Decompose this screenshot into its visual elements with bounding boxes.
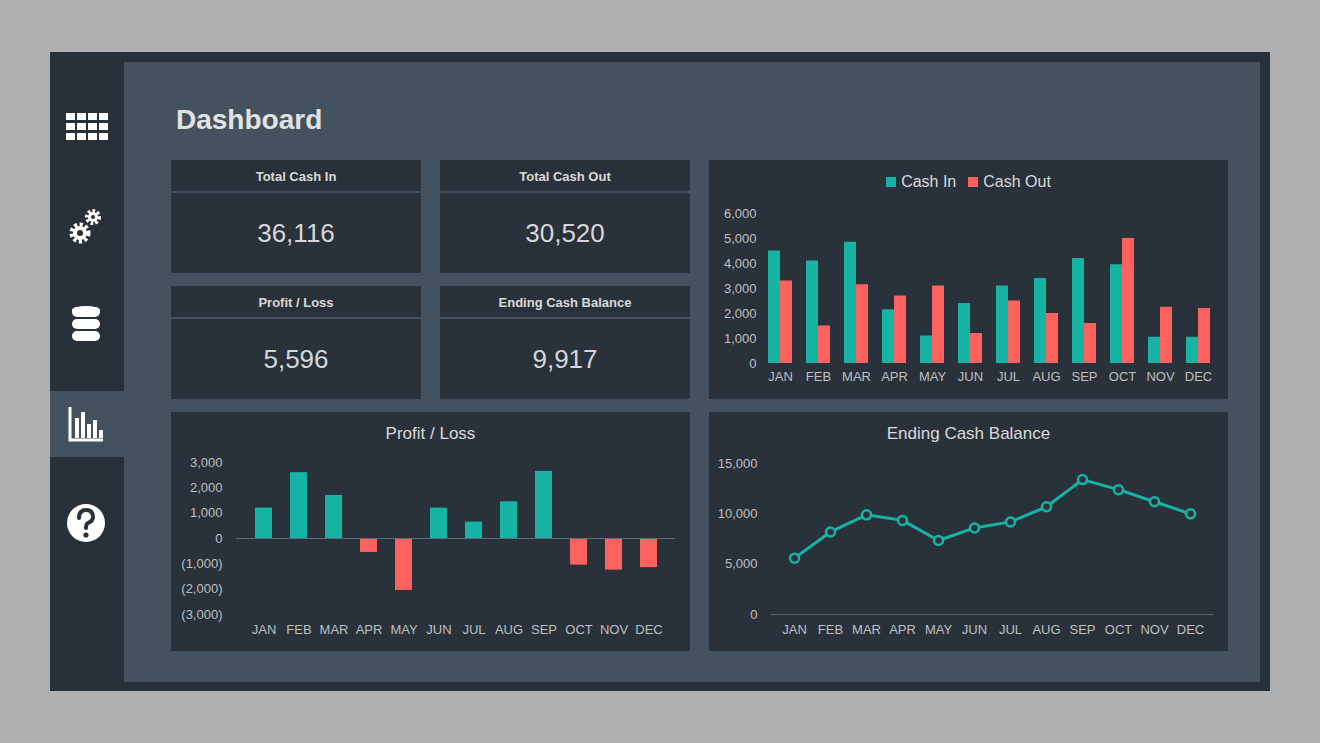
svg-text:MAR: MAR xyxy=(852,622,881,637)
svg-text:JAN: JAN xyxy=(252,622,277,637)
svg-text:OCT: OCT xyxy=(1109,369,1137,384)
html-text:36,116: 36,116 xyxy=(257,218,335,248)
svg-text:10,000: 10,000 xyxy=(718,506,758,521)
svg-text:MAY: MAY xyxy=(919,369,947,384)
html-text:Ending Cash Balance: Ending Cash Balance xyxy=(886,424,1051,443)
svg-text:5,000: 5,000 xyxy=(724,231,757,246)
svg-text:OCT: OCT xyxy=(565,622,593,637)
svg-text:0: 0 xyxy=(750,607,757,622)
html-text:Ending Cash Balance: Ending Cash Balance xyxy=(498,295,632,310)
svg-text:1,000: 1,000 xyxy=(724,331,757,346)
svg-text:AUG: AUG xyxy=(1032,622,1060,637)
svg-text:FEB: FEB xyxy=(818,622,843,637)
svg-text:2,000: 2,000 xyxy=(190,480,223,495)
svg-text:FEB: FEB xyxy=(286,622,311,637)
svg-text:JUL: JUL xyxy=(997,369,1020,384)
svg-text:MAR: MAR xyxy=(842,369,871,384)
html-text:Dashboard: Dashboard xyxy=(176,104,323,135)
svg-text:0: 0 xyxy=(749,356,756,371)
html-text:Profit / Loss: Profit / Loss xyxy=(385,424,476,443)
svg-text:JUN: JUN xyxy=(426,622,451,637)
svg-text:15,000: 15,000 xyxy=(718,456,758,471)
svg-text:JUL: JUL xyxy=(999,622,1022,637)
svg-text:(1,000): (1,000) xyxy=(181,556,222,571)
svg-text:SEP: SEP xyxy=(1071,369,1097,384)
html-text:Total Cash In: Total Cash In xyxy=(255,169,337,184)
svg-text:JUN: JUN xyxy=(958,369,983,384)
svg-text:6,000: 6,000 xyxy=(724,206,757,221)
svg-text:NOV: NOV xyxy=(1140,622,1169,637)
svg-text:DEC: DEC xyxy=(635,622,662,637)
svg-text:APR: APR xyxy=(889,622,916,637)
svg-text:AUG: AUG xyxy=(495,622,523,637)
html-text:Cash In: Cash In xyxy=(901,173,957,190)
html-text:30,520: 30,520 xyxy=(525,218,605,248)
svg-text:JUL: JUL xyxy=(462,622,485,637)
svg-text:DEC: DEC xyxy=(1185,369,1212,384)
svg-text:JUN: JUN xyxy=(962,622,987,637)
svg-text:MAY: MAY xyxy=(925,622,953,637)
svg-text:5,000: 5,000 xyxy=(725,556,758,571)
svg-text:AUG: AUG xyxy=(1032,369,1060,384)
svg-text:MAR: MAR xyxy=(320,622,349,637)
svg-text:(2,000): (2,000) xyxy=(181,581,222,596)
svg-text:3,000: 3,000 xyxy=(190,455,223,470)
html-text:9,917: 9,917 xyxy=(532,344,598,374)
svg-text:JAN: JAN xyxy=(782,622,807,637)
svg-text:FEB: FEB xyxy=(806,369,831,384)
svg-text:DEC: DEC xyxy=(1177,622,1204,637)
svg-text:1,000: 1,000 xyxy=(190,505,223,520)
svg-text:(3,000): (3,000) xyxy=(181,607,222,622)
html-text:Cash Out: Cash Out xyxy=(983,173,1051,190)
svg-text:SEP: SEP xyxy=(531,622,557,637)
svg-text:NOV: NOV xyxy=(1146,369,1175,384)
svg-text:4,000: 4,000 xyxy=(724,256,757,271)
svg-text:APR: APR xyxy=(881,369,908,384)
svg-text:2,000: 2,000 xyxy=(724,306,757,321)
svg-text:NOV: NOV xyxy=(600,622,629,637)
svg-text:3,000: 3,000 xyxy=(724,281,757,296)
svg-text:OCT: OCT xyxy=(1105,622,1133,637)
svg-text:JAN: JAN xyxy=(768,369,793,384)
html-text:Profit / Loss: Profit / Loss xyxy=(258,295,334,310)
svg-text:SEP: SEP xyxy=(1069,622,1095,637)
svg-text:APR: APR xyxy=(356,622,383,637)
svg-text:0: 0 xyxy=(215,531,222,546)
html-text:5,596: 5,596 xyxy=(263,344,329,374)
html-text:Total Cash Out: Total Cash Out xyxy=(519,169,611,184)
svg-text:MAY: MAY xyxy=(390,622,418,637)
